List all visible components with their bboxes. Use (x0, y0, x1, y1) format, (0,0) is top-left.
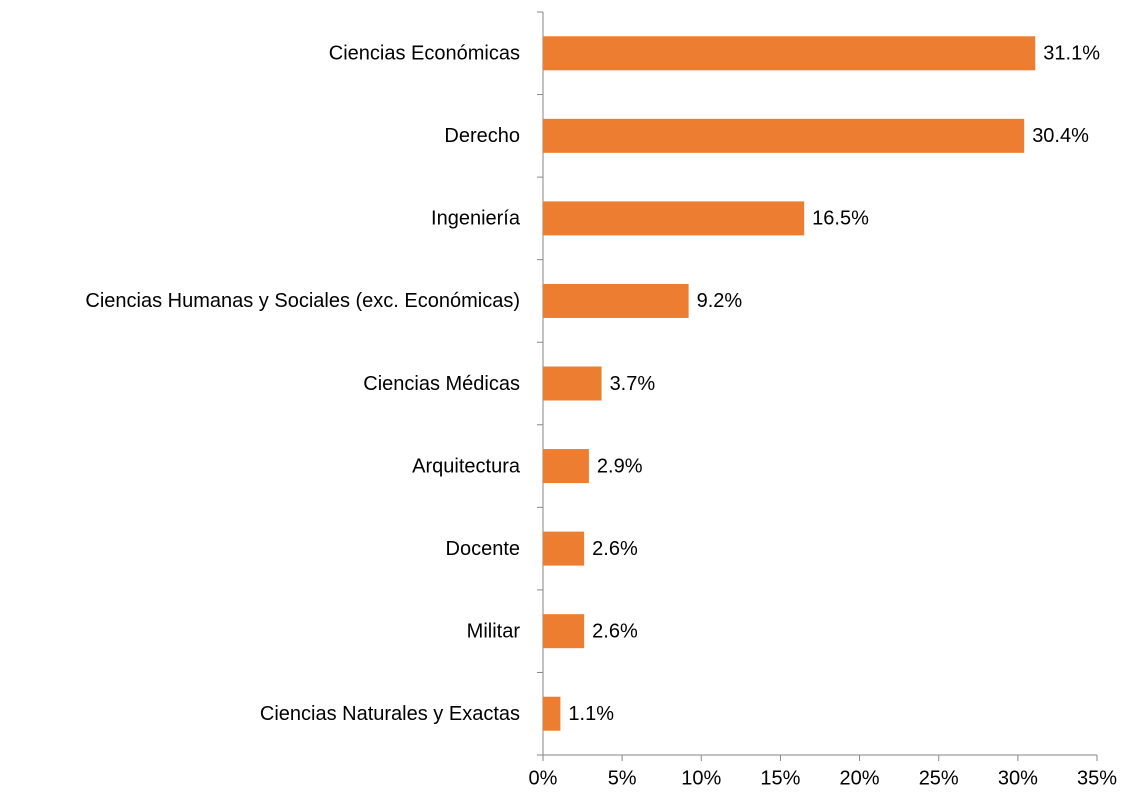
value-label: 2.9% (597, 455, 643, 477)
bar (543, 531, 585, 566)
y-tick-label: Arquitectura (412, 455, 521, 477)
x-tick-label: 0% (529, 767, 558, 789)
x-tick-label: 25% (919, 767, 959, 789)
value-label: 2.6% (592, 538, 638, 560)
x-tick-label: 35% (1077, 767, 1117, 789)
bar (543, 366, 602, 401)
y-tick-label: Docente (446, 538, 521, 560)
y-tick-label: Ingeniería (431, 208, 521, 230)
x-tick-label: 20% (840, 767, 880, 789)
x-tick-label: 5% (608, 767, 637, 789)
bar (543, 118, 1025, 153)
y-tick-label: Derecho (444, 125, 520, 147)
y-tick-label: Ciencias Humanas y Sociales (exc. Económ… (85, 290, 520, 312)
bar (543, 36, 1036, 71)
bar (543, 283, 689, 318)
value-label: 1.1% (568, 703, 614, 725)
value-label: 30.4% (1032, 125, 1089, 147)
value-label: 3.7% (610, 373, 656, 395)
bar (543, 449, 589, 484)
x-tick-label: 10% (681, 767, 721, 789)
y-tick-label: Ciencias Económicas (329, 43, 520, 65)
y-tick-label: Militar (467, 620, 521, 642)
x-tick-label: 30% (998, 767, 1038, 789)
y-tick-label: Ciencias Médicas (363, 373, 520, 395)
value-label: 31.1% (1043, 43, 1100, 65)
value-label: 9.2% (697, 290, 743, 312)
bar (543, 614, 585, 649)
bar (543, 201, 805, 236)
bar (543, 696, 561, 731)
value-label: 2.6% (592, 620, 638, 642)
x-tick-label: 15% (760, 767, 800, 789)
y-tick-label: Ciencias Naturales y Exactas (260, 703, 520, 725)
value-label: 16.5% (812, 208, 869, 230)
